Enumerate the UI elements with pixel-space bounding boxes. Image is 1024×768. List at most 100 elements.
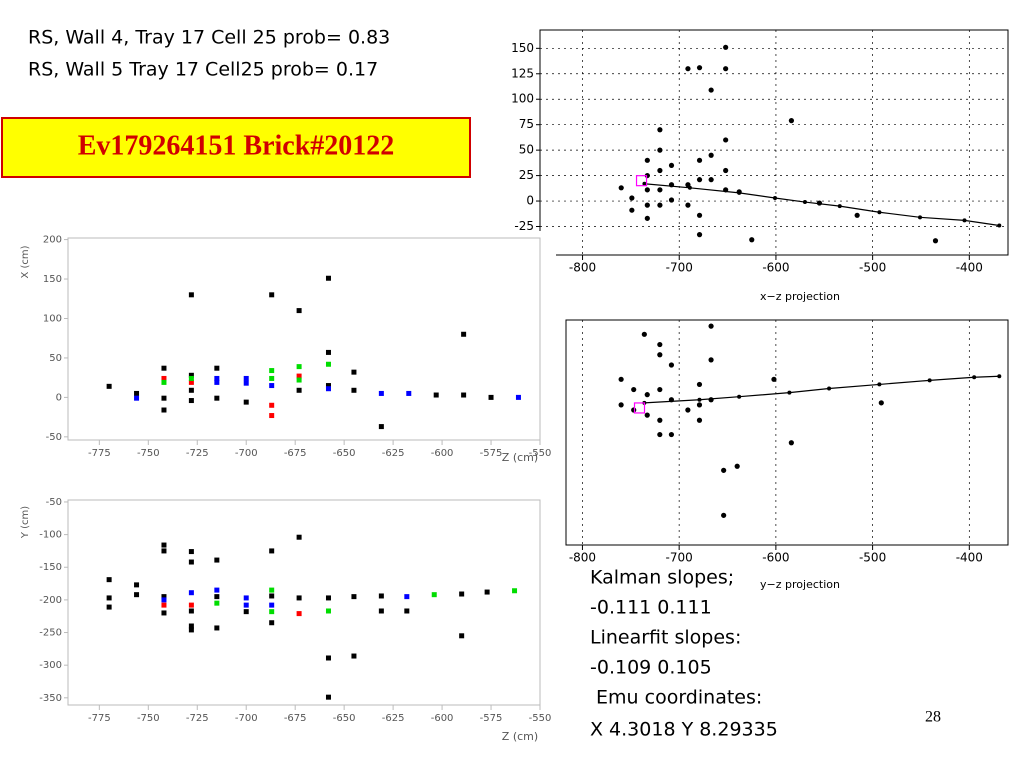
note: -0.111 0.111 [590,597,712,619]
point [644,157,650,163]
point [378,608,384,614]
x-tick-label: -625 [382,448,405,459]
point [188,623,194,629]
point [708,87,714,93]
event-title: Ev179264151 Brick#20122 [78,130,395,161]
point [433,392,439,398]
point [269,413,275,419]
point [657,341,663,348]
point [269,292,275,298]
point [708,152,714,158]
point [631,407,637,413]
y-tick-label: 75 [519,117,534,131]
point [708,323,714,329]
x-tick-label: -775 [88,448,111,459]
point [629,207,635,213]
point [269,375,275,381]
point [877,382,882,387]
point [512,588,518,594]
y-tick-label: 25 [519,168,534,182]
point [708,397,714,403]
point [962,218,967,223]
y-axis-label: Y (cm) [20,506,31,539]
point [697,397,702,402]
point [657,431,663,438]
point [723,137,729,143]
point [134,390,140,396]
x-tick-label: -700 [666,261,693,275]
point [708,177,714,183]
point [721,467,727,473]
point [161,594,167,600]
y-tick-label: 50 [519,143,534,157]
point [772,195,777,200]
y-tick-label: -50 [46,497,62,508]
x-tick-label: -800 [569,551,596,565]
point [161,610,167,616]
point [657,147,663,153]
point [641,331,647,337]
y-tick-label: -200 [39,595,62,606]
point [296,534,302,540]
x-tick-label: -625 [382,713,405,724]
point [644,392,650,398]
point [644,215,650,221]
point [325,608,331,614]
x-tick-label: -675 [284,448,307,459]
point [214,557,220,563]
point [296,387,302,393]
point [214,379,220,385]
point [696,232,703,238]
point [134,582,140,588]
x-tick-label: -500 [859,261,886,275]
x-tick-label: -725 [186,448,209,459]
point [685,202,691,208]
x-tick-label: -600 [762,551,789,565]
point [696,417,703,423]
point [837,204,842,209]
point [644,412,650,418]
plot-frame [67,499,541,706]
y-tick-label: -350 [39,693,62,704]
x-tick-label: -650 [333,713,356,724]
point [997,223,1002,228]
point [269,383,275,389]
x-tick-label: -600 [762,261,789,275]
point [668,362,675,368]
y-tick-label: -250 [39,628,62,639]
point [827,386,832,391]
point [296,308,302,314]
point [488,394,494,400]
point [461,331,467,337]
point [214,600,220,606]
point [161,395,167,401]
point [723,66,729,72]
point [685,407,691,413]
point [351,594,357,600]
point [644,187,650,193]
point [696,177,703,183]
point [687,185,692,190]
point [657,352,663,358]
point [378,593,384,599]
x-tick-label: -575 [480,713,503,724]
point [161,548,167,554]
point [404,608,410,614]
x-axis-label: Z (cm) [502,730,538,743]
emu-marker [635,175,648,187]
y-tick-label: 50 [49,353,62,364]
point [106,577,112,583]
point [927,378,932,383]
y-tick-label: 200 [43,235,62,246]
x-axis-label: Z (cm) [502,451,538,464]
y-tick-label: -25 [514,219,534,233]
point [269,368,275,374]
point [644,202,650,208]
point [788,118,795,124]
point [802,200,807,205]
y-tick-label: 150 [511,41,534,55]
x-tick-label: -700 [666,551,693,565]
point [296,373,302,379]
y-tick-label: -300 [39,660,62,671]
point [629,195,635,201]
